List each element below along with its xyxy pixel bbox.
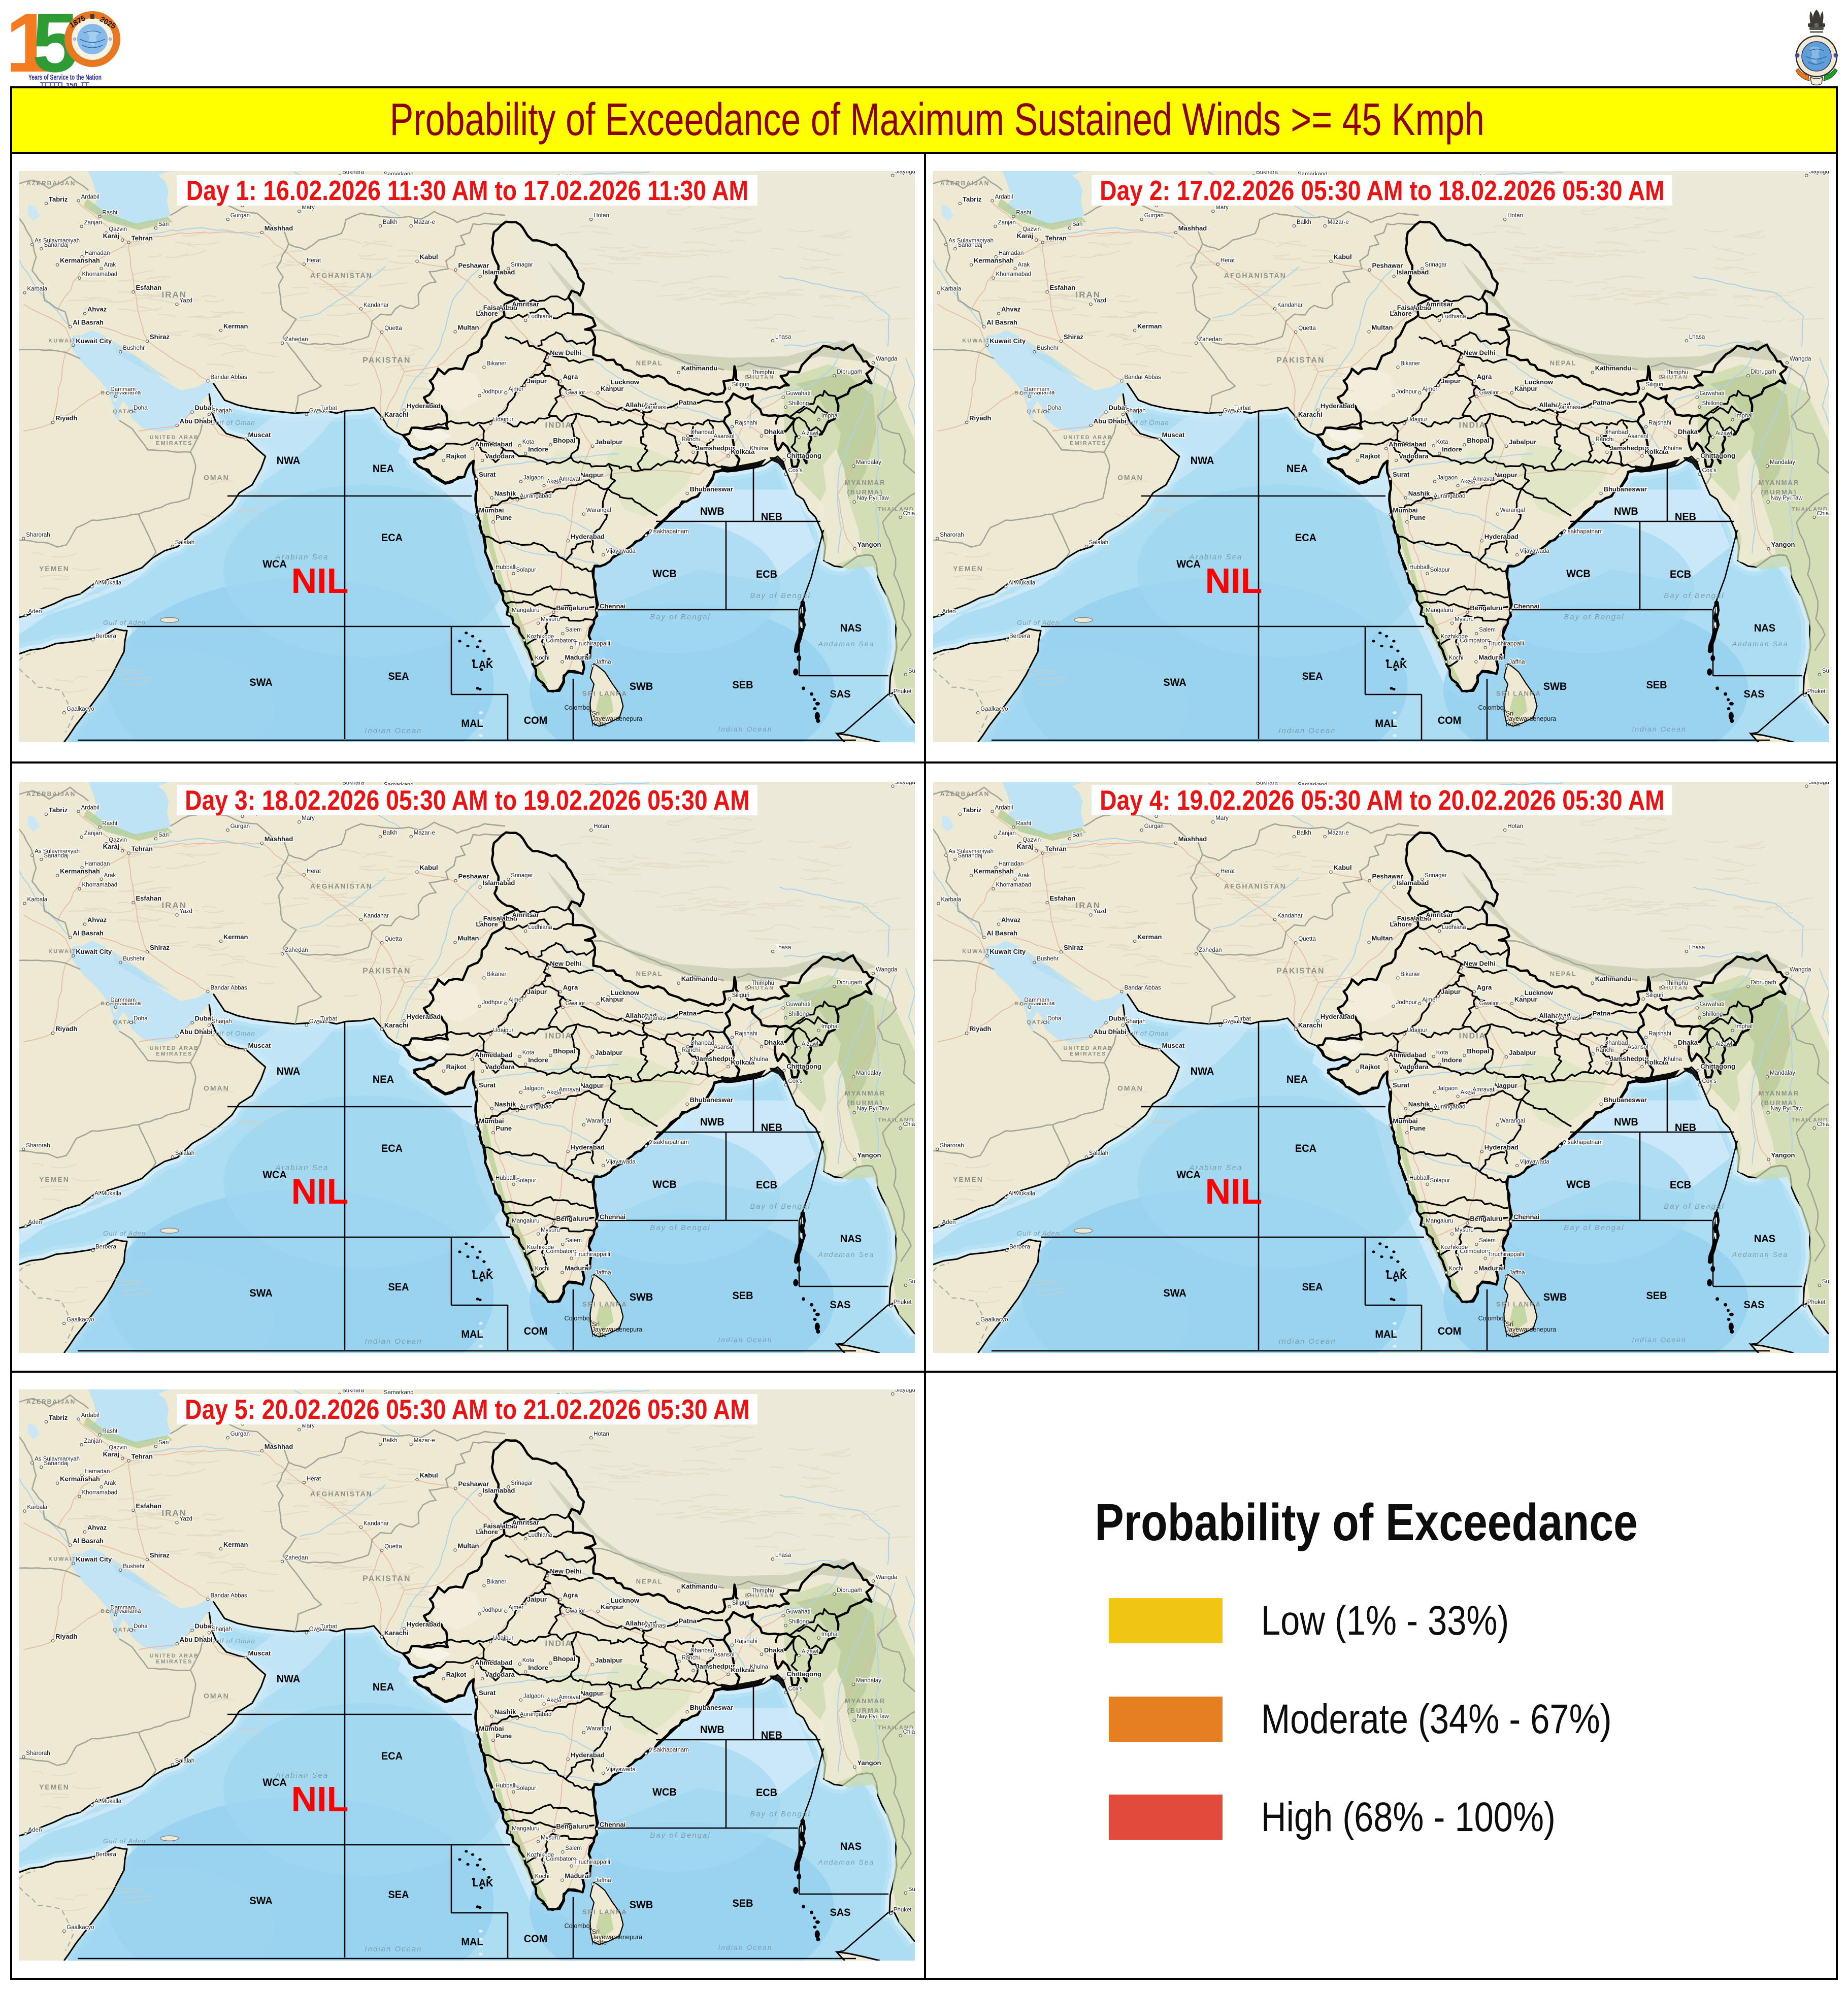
svg-text:150: 150 bbox=[66, 81, 77, 89]
svg-text:1: 1 bbox=[10, 8, 52, 89]
svg-text:Years of Service to the Nation: Years of Service to the Nation bbox=[28, 74, 102, 82]
